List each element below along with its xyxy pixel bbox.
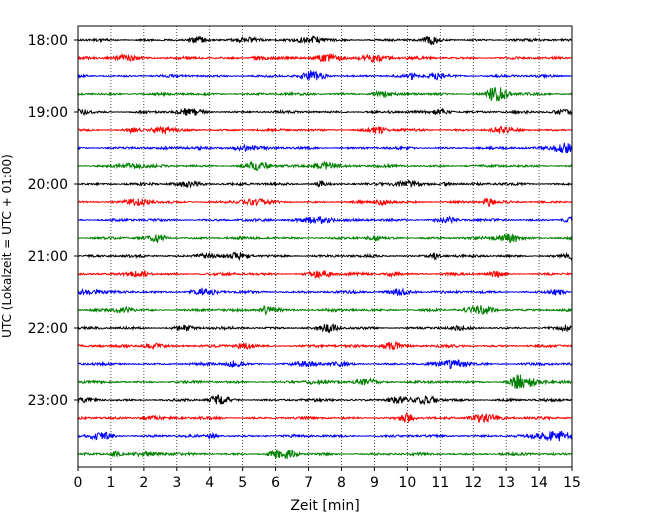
x-tick-label: 12 xyxy=(464,475,482,491)
y-tick-label: 23:00 xyxy=(28,393,68,409)
y-tick-label: 21:00 xyxy=(28,249,68,265)
y-axis-label: UTC (Lokalzeit = UTC + 01:00) xyxy=(0,154,14,338)
trace-2115 xyxy=(77,270,573,280)
trace-2330 xyxy=(77,430,573,442)
trace-1930 xyxy=(77,142,573,154)
x-axis-label: Zeit [min] xyxy=(290,498,359,514)
trace-1900 xyxy=(77,107,573,117)
x-tick-label: 13 xyxy=(497,475,515,491)
x-tick-label: 15 xyxy=(563,475,581,491)
x-tick-label: 14 xyxy=(530,475,548,491)
trace-2145 xyxy=(77,305,573,316)
trace-2245 xyxy=(77,374,573,389)
trace-2315 xyxy=(77,411,573,423)
trace-2100 xyxy=(77,251,573,262)
y-tick-label: 18:00 xyxy=(28,33,68,49)
trace-2015 xyxy=(77,197,573,207)
x-tick-label: 7 xyxy=(304,475,313,491)
x-tick-label: 6 xyxy=(271,475,280,491)
trace-2200 xyxy=(77,323,573,334)
x-tick-label: 3 xyxy=(172,475,181,491)
seismic-traces xyxy=(77,35,573,460)
y-tick-label: 19:00 xyxy=(28,105,68,121)
x-axis-ticks: 0 1 2 3 4 5 6 7 8 9 10 11 12 13 14 15 xyxy=(74,467,581,491)
trace-2045 xyxy=(77,233,573,243)
x-tick-label: 4 xyxy=(205,475,214,491)
trace-2130 xyxy=(77,287,573,297)
y-tick-label: 20:00 xyxy=(28,177,68,193)
trace-1800 xyxy=(77,35,573,46)
y-tick-label: 22:00 xyxy=(28,321,68,337)
trace-2300 xyxy=(77,394,573,406)
trace-2000 xyxy=(77,179,573,189)
trace-2230 xyxy=(77,359,573,370)
trace-1845 xyxy=(77,87,573,102)
x-tick-label: 0 xyxy=(74,475,83,491)
trace-1945 xyxy=(77,160,573,171)
y-axis-ticks: 18:00 19:00 20:00 21:00 22:00 23:00 xyxy=(28,33,78,409)
trace-2215 xyxy=(77,340,573,351)
x-tick-label: 9 xyxy=(370,475,379,491)
plot-background xyxy=(78,26,572,467)
x-tick-label: 1 xyxy=(106,475,115,491)
trace-1815 xyxy=(77,52,573,64)
x-tick-label: 11 xyxy=(431,475,449,491)
x-tick-label: 8 xyxy=(337,475,346,491)
x-tick-label: 5 xyxy=(238,475,247,491)
trace-2030 xyxy=(77,215,573,225)
x-tick-label: 2 xyxy=(139,475,148,491)
plot-frame xyxy=(77,25,573,468)
x-tick-label: 10 xyxy=(398,475,416,491)
trace-1830 xyxy=(77,69,573,81)
trace-1915 xyxy=(77,125,573,135)
trace-2345 xyxy=(77,449,573,460)
